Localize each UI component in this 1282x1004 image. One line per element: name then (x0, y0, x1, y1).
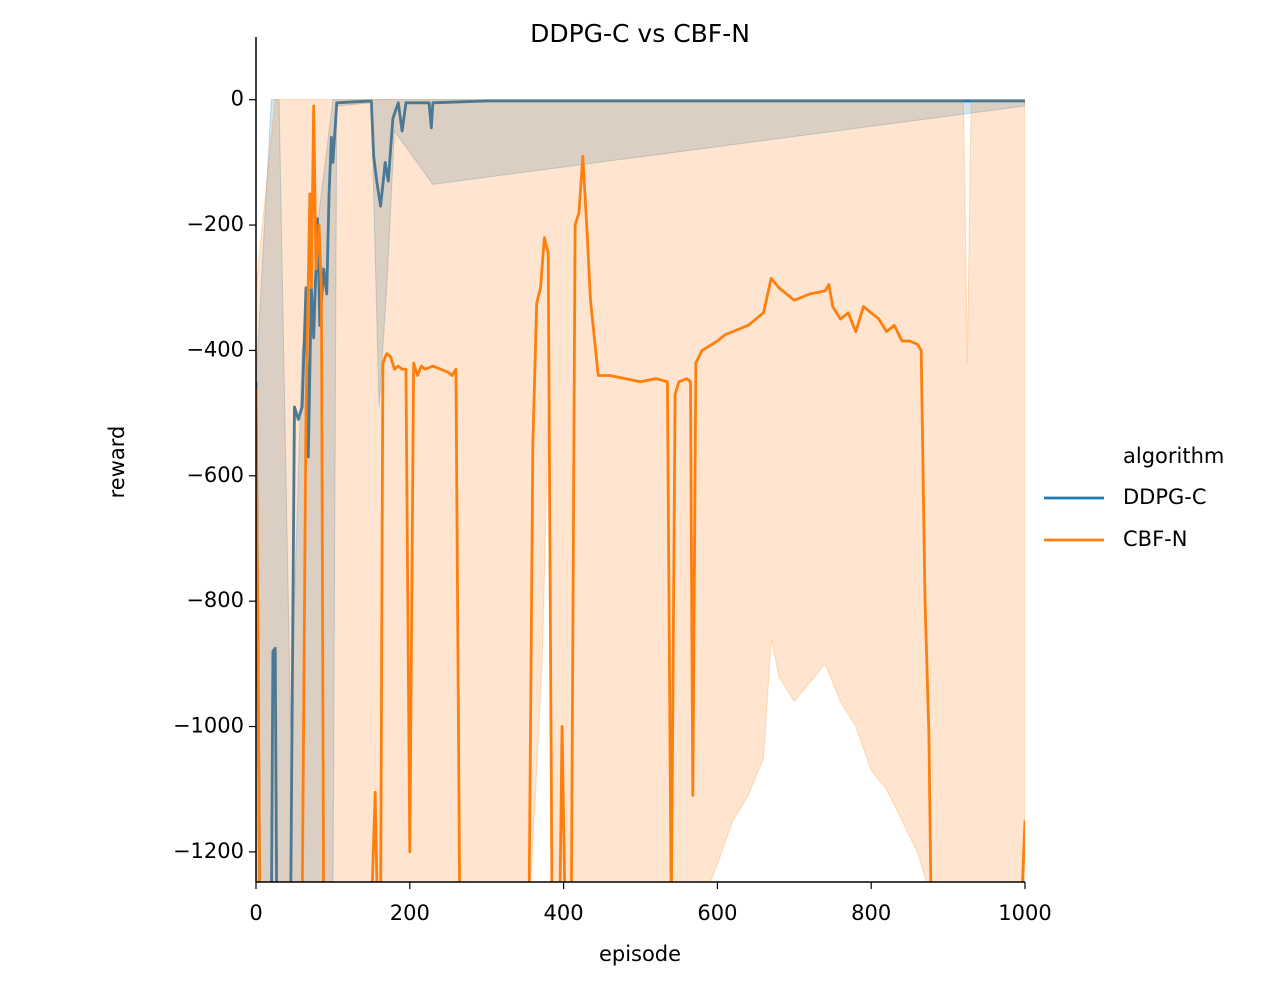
plot-area (256, 99, 1025, 882)
y-tick-label: −600 (186, 463, 244, 487)
series-line (256, 99, 1025, 882)
x-tick-label: 200 (390, 901, 430, 925)
y-tick-label: −200 (186, 212, 244, 236)
series-line (256, 104, 1025, 882)
legend-label: DDPG-C (1123, 485, 1207, 509)
y-tick-label: 0 (231, 87, 244, 111)
legend-label: CBF-N (1123, 527, 1187, 551)
x-tick-label: 800 (851, 901, 891, 925)
chart-title: DDPG-C vs CBF-N (530, 19, 750, 48)
legend-title: algorithm (1123, 444, 1224, 468)
y-axis-label: reward (105, 426, 129, 499)
x-tick-label: 600 (697, 901, 737, 925)
x-tick-label: 1000 (998, 901, 1051, 925)
y-tick-label: −1200 (173, 839, 244, 863)
confidence-band (256, 99, 1025, 882)
x-axis-label: episode (599, 942, 681, 966)
x-tick-label: 400 (544, 901, 584, 925)
y-tick-label: −400 (186, 337, 244, 361)
y-tick-label: −1000 (173, 714, 244, 738)
y-tick-label: −800 (186, 588, 244, 612)
x-tick-label: 0 (249, 901, 262, 925)
